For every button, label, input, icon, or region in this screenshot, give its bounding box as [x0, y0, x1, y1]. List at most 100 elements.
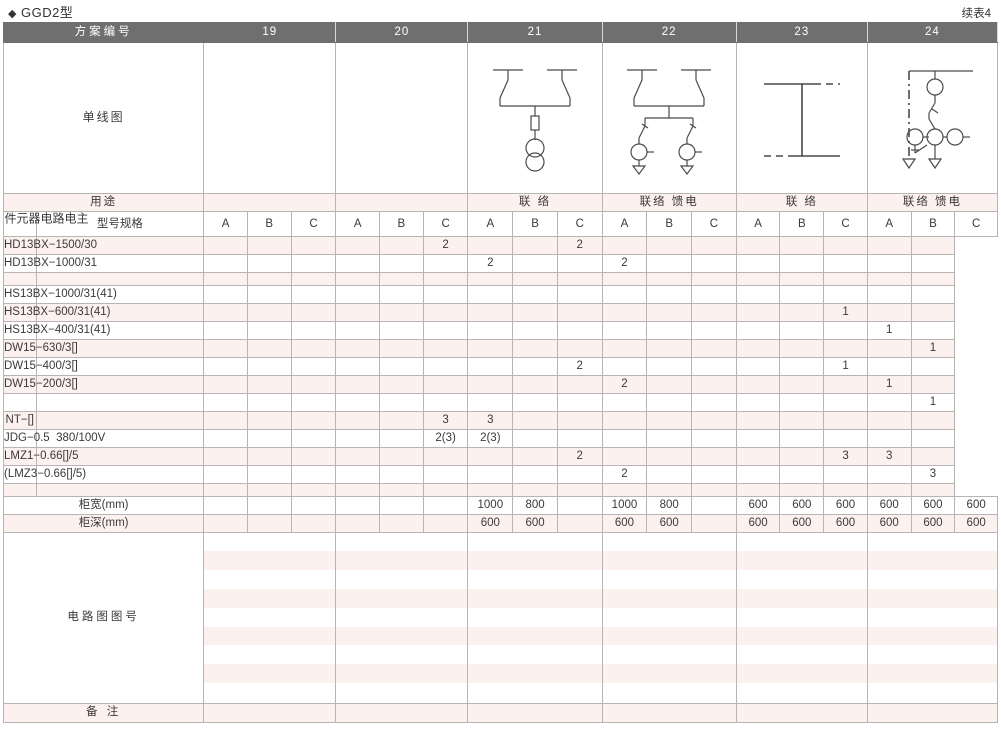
component-cell — [691, 374, 737, 394]
header-scheme-20: 20 — [335, 22, 469, 43]
component-cell — [823, 392, 868, 412]
component-cell — [203, 253, 248, 273]
phase-20-b: B — [379, 211, 424, 237]
component-cell — [290, 482, 337, 497]
component-cell — [735, 374, 781, 394]
component-cell — [735, 482, 781, 497]
width-19-a — [203, 495, 248, 515]
component-cell — [203, 392, 248, 412]
width-19-c — [290, 495, 337, 515]
model-phase-row: 主电路电器元件 型号规格 A B C A B C A B C A B C A B… — [3, 211, 998, 237]
component-cell — [691, 392, 737, 412]
component-cell: 2 — [422, 235, 469, 255]
diagram-cell-20 — [335, 42, 469, 194]
component-cell — [379, 428, 424, 448]
continued-table-note: 续表4 — [961, 8, 991, 20]
top-caption-bar: ◆ GGD2型 续表4 — [0, 0, 1001, 22]
component-cell — [556, 302, 603, 322]
component-cell — [203, 464, 248, 484]
phase-20-a: A — [335, 211, 381, 237]
component-cell — [35, 392, 205, 412]
component-cell — [779, 410, 825, 430]
component-cell — [646, 338, 693, 358]
component-cell — [290, 392, 337, 412]
depth-24-b: 600 — [910, 513, 956, 533]
component-cell — [290, 410, 337, 430]
component-cell — [556, 374, 603, 394]
component-cell — [646, 235, 693, 255]
drawing-stripes-19 — [204, 532, 336, 703]
component-cell — [379, 482, 424, 497]
component-rows-body: HD13BX−1500/30 2 2 HD13BX−1000/31 2 2 HS13BX−1… — [3, 235, 998, 497]
remark-22 — [601, 702, 737, 723]
component-cell — [335, 338, 381, 358]
component-cell — [467, 338, 514, 358]
drawing-stripes-24 — [867, 532, 997, 703]
drawing-number-22 — [601, 531, 737, 704]
component-row-label: DW15−400/3[] — [3, 356, 78, 376]
component-cell — [246, 482, 292, 497]
cabinet-depth-row: 柜深(mm) 600 600 600 600 600 600 600 600 6… — [2, 513, 998, 533]
width-23-c: 600 — [823, 495, 868, 515]
component-cell — [290, 284, 337, 304]
component-cell — [290, 235, 337, 255]
component-cell — [735, 320, 781, 340]
component-cell — [335, 446, 381, 466]
component-row: HS13BX−1000/31(41) — [3, 284, 998, 304]
component-cell — [379, 410, 424, 430]
component-cell — [601, 428, 648, 448]
component-cell — [246, 235, 292, 255]
component-cell — [290, 320, 337, 340]
component-cell — [910, 428, 956, 448]
component-cell — [735, 235, 781, 255]
depth-21-a: 600 — [467, 513, 514, 533]
component-cell — [246, 374, 292, 394]
component-cell — [866, 235, 912, 255]
width-22-c — [691, 495, 737, 515]
header-scheme-label: 方案编号 — [2, 22, 205, 43]
phase-21-a: A — [467, 211, 514, 237]
component-cell — [601, 338, 648, 358]
component-cell — [422, 271, 469, 286]
component-cell — [646, 320, 693, 340]
width-22-a: 1000 — [601, 495, 648, 515]
component-cell — [246, 410, 292, 430]
cabinet-width-row: 柜宽(mm) 1000 800 1000 800 600 600 600 600… — [2, 495, 998, 515]
component-cell — [779, 320, 825, 340]
phase-19-c: C — [290, 211, 337, 237]
component-cell — [866, 302, 912, 322]
component-cell — [735, 271, 781, 286]
width-21-b: 800 — [512, 495, 558, 515]
depth-22-c — [691, 513, 737, 533]
component-cell — [422, 253, 469, 273]
depth-19-b — [246, 513, 292, 533]
component-cell: 1 — [866, 374, 912, 394]
component-cell — [422, 338, 469, 358]
component-cell — [422, 392, 469, 412]
component-cell — [512, 374, 558, 394]
component-cell — [735, 253, 781, 273]
component-cell — [823, 374, 868, 394]
component-row-label: (LMZ3−0.66[]/5) — [3, 464, 86, 484]
usage-value-20 — [335, 193, 469, 212]
component-cell — [379, 446, 424, 466]
depth-20-c — [422, 513, 469, 533]
component-row-label: DW15−630/3[] — [3, 338, 78, 358]
usage-row-label: 用途 — [2, 193, 205, 212]
component-cell — [910, 356, 956, 376]
component-cell — [246, 428, 292, 448]
component-row — [3, 271, 998, 286]
component-cell: 2 — [601, 253, 648, 273]
depth-22-b: 600 — [646, 513, 693, 533]
component-cell — [422, 464, 469, 484]
component-cell — [556, 464, 603, 484]
component-cell: 2 — [467, 253, 514, 273]
depth-22-a: 600 — [601, 513, 648, 533]
component-cell — [601, 320, 648, 340]
component-cell — [203, 302, 248, 322]
depth-20-a — [335, 513, 381, 533]
component-cell — [691, 446, 737, 466]
width-21-a: 1000 — [467, 495, 514, 515]
component-cell — [467, 464, 514, 484]
component-cell — [779, 253, 825, 273]
